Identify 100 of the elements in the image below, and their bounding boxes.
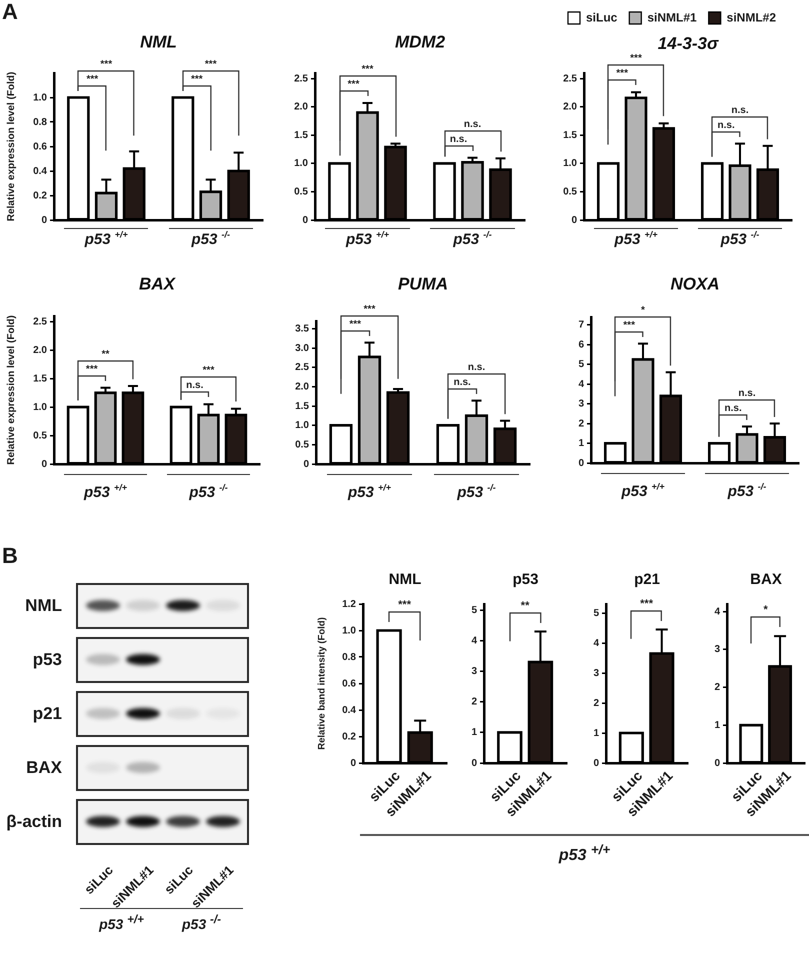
y-tick-label: 0.6 xyxy=(33,141,48,152)
annotation: *** xyxy=(190,74,203,84)
text: B xyxy=(2,543,18,568)
chart-title: PUMA xyxy=(398,274,448,294)
x-tick-label: p53 -/- xyxy=(188,482,228,502)
x-tick-label: p53 -/- xyxy=(452,229,492,248)
annotation: n.s. xyxy=(454,376,471,388)
x-tick-label: p53 +/+ xyxy=(344,229,390,248)
y-axis-title: Relative expression level (Fold) xyxy=(6,315,17,465)
text: *** xyxy=(630,53,642,64)
text: p53 $^{+/+}$ xyxy=(558,840,610,866)
x-tick-label: p53 -/- xyxy=(726,481,766,500)
y-tick-label: 2.5 xyxy=(563,73,578,84)
chart-title: 14-3-3σ xyxy=(658,34,719,53)
y-tick-label: 4 xyxy=(578,378,584,390)
chart-title: MDM2 xyxy=(394,32,446,52)
y-tick-label: 1.5 xyxy=(294,130,308,141)
y-tick-label: 0.4 xyxy=(33,166,48,177)
y-tick-label: 6 xyxy=(578,339,584,350)
legend-label: siLuc xyxy=(586,10,618,24)
y-tick-label: 3 xyxy=(593,668,600,679)
y-tick-label: 0.2 xyxy=(342,731,356,742)
y-tick-label: 0 xyxy=(578,458,584,469)
annotation: n.s. xyxy=(464,118,482,130)
y-tick-label: 0.4 xyxy=(342,704,356,716)
y-tick-label: 1.0 xyxy=(33,92,48,104)
annotation: n.s. xyxy=(724,402,742,414)
y-tick-label: 2.5 xyxy=(294,73,308,84)
annotation: ** xyxy=(520,600,530,612)
annotation: *** xyxy=(362,64,374,75)
category-label: p53 xyxy=(32,650,62,669)
chart-title: NML xyxy=(140,32,177,52)
x-tick-label: p53 +/+ xyxy=(346,482,392,502)
y-axis-title: Relative band intensity (Fold) xyxy=(316,617,328,750)
y-tick-label: 5 xyxy=(578,359,584,370)
y-axis-title: Relative expression level (Fold) xyxy=(6,72,17,222)
y-tick-label: 0 xyxy=(41,458,48,470)
annotation: * xyxy=(763,604,768,616)
y-tick-label: 1 xyxy=(578,438,584,450)
annotation: n.s. xyxy=(731,104,749,116)
y-tick-label: 3 xyxy=(714,644,720,656)
y-tick-label: 1 xyxy=(593,728,600,739)
category-label: p21 xyxy=(32,704,62,723)
annotation: n.s. xyxy=(450,134,468,145)
annotation: ** xyxy=(102,348,110,360)
y-tick-label: 1.0 xyxy=(33,402,48,413)
y-tick-label: 1.0 xyxy=(295,420,310,432)
y-tick-label: 1 xyxy=(471,727,478,738)
y-tick-label: 0 xyxy=(302,214,308,226)
y-tick-label: 2.0 xyxy=(295,381,310,392)
legend-label: siNML#1 xyxy=(647,10,697,24)
y-tick-label: 1.0 xyxy=(294,158,308,170)
text: *** xyxy=(204,58,217,70)
chart-title: BAX xyxy=(139,274,177,294)
y-tick-label: 1.0 xyxy=(563,158,578,170)
annotation: *** xyxy=(349,318,362,330)
y-tick-label: 7 xyxy=(578,320,584,331)
y-tick-label: 2 xyxy=(578,418,584,430)
x-tick-label: p53 +/+ xyxy=(613,229,658,248)
y-tick-label: 4 xyxy=(471,635,478,646)
x-tick-label: p53 +/+ xyxy=(84,229,129,248)
y-tick-label: 1.5 xyxy=(563,130,578,141)
y-tick-label: 0 xyxy=(41,214,48,226)
x-tick-label: p53 -/- xyxy=(456,482,496,502)
y-tick-label: 0 xyxy=(350,758,356,769)
annotation: *** xyxy=(202,365,214,376)
x-tick-label: p53 +/+ xyxy=(620,481,666,500)
annotation: *** xyxy=(616,68,628,80)
y-tick-label: 1.5 xyxy=(33,373,48,384)
y-tick-label: 2.5 xyxy=(33,316,48,328)
y-tick-label: 0.5 xyxy=(294,186,308,198)
y-tick-label: 3.5 xyxy=(295,323,310,334)
y-tick-label: 2.5 xyxy=(295,362,310,374)
y-tick-label: 0.8 xyxy=(33,116,48,128)
text: p53 $^{+/+}$ xyxy=(99,912,144,932)
x-tick-label: p53 -/- xyxy=(190,229,230,248)
y-tick-label: 2.0 xyxy=(563,102,578,113)
annotation: n.s. xyxy=(186,380,204,392)
annotation: *** xyxy=(86,74,98,84)
y-tick-label: 2.0 xyxy=(33,344,48,356)
x-tick-label: p53 +/+ xyxy=(82,482,128,502)
chart-title: p21 xyxy=(634,571,660,588)
y-tick-label: 0.8 xyxy=(342,652,356,663)
annotation: *** xyxy=(640,598,653,610)
annotation: n.s. xyxy=(738,388,756,398)
annotation: n.s. xyxy=(718,120,735,131)
annotation: *** xyxy=(398,598,411,610)
y-tick-label: 0 xyxy=(303,458,310,470)
annotation: *** xyxy=(623,320,635,331)
text: A xyxy=(2,0,18,24)
y-tick-label: 0.6 xyxy=(342,678,356,690)
legend-label: siNML#2 xyxy=(726,10,776,24)
text: p53 $^{-/-}$ xyxy=(182,912,222,932)
y-tick-label: 5 xyxy=(471,604,478,616)
y-tick-label: 0.2 xyxy=(33,190,48,202)
y-tick-label: 3 xyxy=(578,398,584,410)
category-label: NML xyxy=(25,596,62,615)
y-tick-label: 2 xyxy=(714,682,720,694)
y-tick-label: 4 xyxy=(593,638,600,649)
chart-title: BAX xyxy=(750,571,782,588)
